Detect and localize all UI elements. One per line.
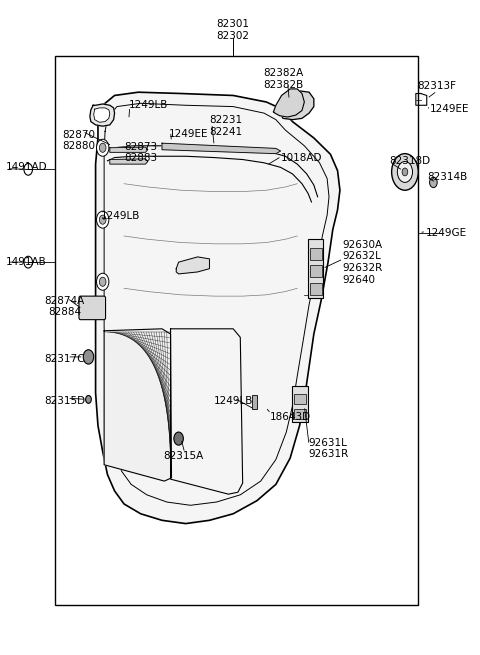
Circle shape <box>392 154 418 190</box>
Bar <box>294 409 306 419</box>
Circle shape <box>24 256 33 268</box>
Text: 82315D: 82315D <box>44 396 85 405</box>
Circle shape <box>402 168 408 176</box>
Text: 82382A
82382B: 82382A 82382B <box>263 68 303 90</box>
Text: 82870
82880: 82870 82880 <box>62 130 96 151</box>
Circle shape <box>96 211 109 228</box>
Circle shape <box>96 140 109 157</box>
Text: 82318D: 82318D <box>390 156 431 166</box>
Circle shape <box>99 215 106 224</box>
Text: 1249GE: 1249GE <box>425 228 467 238</box>
Text: 1249LB: 1249LB <box>100 212 140 221</box>
Text: 82315A: 82315A <box>163 451 204 461</box>
Polygon shape <box>281 91 314 120</box>
Text: 1249EE: 1249EE <box>169 129 209 139</box>
Bar <box>252 395 257 409</box>
Bar <box>294 394 306 404</box>
Text: 82301
82302: 82301 82302 <box>216 19 250 41</box>
Text: 1018AD: 1018AD <box>281 153 322 162</box>
Text: 82231
82241: 82231 82241 <box>209 115 242 137</box>
Text: 1491AD: 1491AD <box>5 162 47 172</box>
Text: 82314B: 82314B <box>428 172 468 182</box>
Text: 18643D: 18643D <box>270 412 312 422</box>
Text: 82874A
82884: 82874A 82884 <box>45 296 85 318</box>
Polygon shape <box>96 92 340 523</box>
Polygon shape <box>94 108 110 122</box>
Polygon shape <box>110 159 148 164</box>
Circle shape <box>96 273 109 290</box>
Text: 82313F: 82313F <box>418 81 456 90</box>
Circle shape <box>397 162 412 182</box>
Bar <box>55 56 418 605</box>
Text: 1249LB: 1249LB <box>214 396 253 405</box>
Circle shape <box>174 432 183 445</box>
Text: 1249EE: 1249EE <box>430 103 469 113</box>
Bar <box>308 239 324 298</box>
FancyBboxPatch shape <box>79 296 106 320</box>
Circle shape <box>99 143 106 153</box>
Text: 82317C: 82317C <box>45 354 85 364</box>
Bar <box>310 248 322 259</box>
Bar <box>310 265 322 277</box>
Circle shape <box>24 164 33 175</box>
Text: 1491AB: 1491AB <box>5 257 46 267</box>
Polygon shape <box>90 104 115 126</box>
Bar <box>292 386 308 422</box>
Circle shape <box>85 396 91 403</box>
Text: 82873
82883: 82873 82883 <box>124 141 157 163</box>
Bar <box>310 283 322 295</box>
Polygon shape <box>110 147 148 153</box>
Polygon shape <box>162 143 281 154</box>
Polygon shape <box>176 257 209 274</box>
Text: 92631L
92631R: 92631L 92631R <box>308 438 348 459</box>
Text: 1249LB: 1249LB <box>129 100 168 110</box>
Text: 92630A
92632L
92632R
92640: 92630A 92632L 92632R 92640 <box>342 240 383 284</box>
Polygon shape <box>104 329 171 481</box>
Circle shape <box>430 177 437 187</box>
Circle shape <box>99 277 106 286</box>
Polygon shape <box>274 89 304 117</box>
Circle shape <box>83 350 94 364</box>
